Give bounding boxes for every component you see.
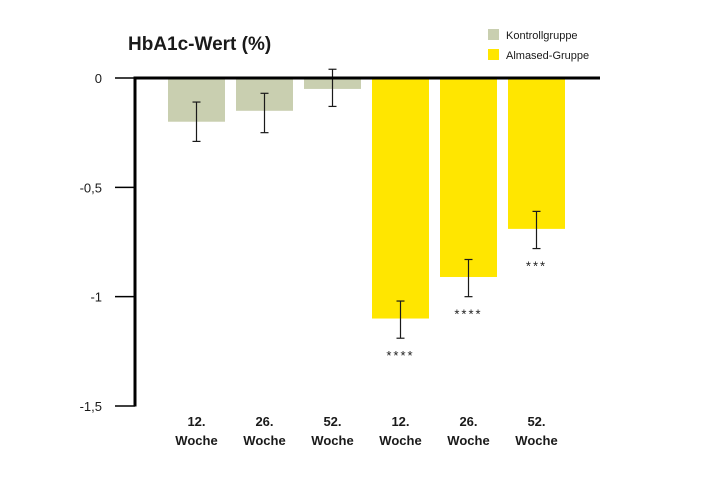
chart-legend: Kontrollgruppe Almased-Gruppe bbox=[488, 29, 589, 62]
x-tick-label-2-line1: 26. bbox=[255, 414, 273, 429]
y-tick-label-1: 0 bbox=[95, 71, 102, 86]
x-tick-label-3-line1: 52. bbox=[323, 414, 341, 429]
legend-swatch-2 bbox=[488, 49, 499, 60]
bar-4 bbox=[372, 78, 429, 319]
x-tick-label-1-line1: 12. bbox=[187, 414, 205, 429]
significance-label-4: **** bbox=[386, 348, 414, 363]
chart-title: HbA1c-Wert (%) bbox=[128, 34, 271, 55]
x-tick-label-5-line1: 26. bbox=[459, 414, 477, 429]
significance-label-6: *** bbox=[526, 259, 547, 274]
bar-6 bbox=[508, 78, 565, 229]
x-tick-label-2-line2: Woche bbox=[243, 433, 285, 448]
x-tick-label-6-line2: Woche bbox=[515, 433, 557, 448]
x-tick-label-4-line1: 12. bbox=[391, 414, 409, 429]
significance-label-5: **** bbox=[454, 307, 482, 322]
y-tick-label-2: -0,5 bbox=[80, 180, 102, 195]
x-tick-label-3-line2: Woche bbox=[311, 433, 353, 448]
x-tick-label-1-line2: Woche bbox=[175, 433, 217, 448]
legend-swatch-1 bbox=[488, 29, 499, 40]
labels-group: 12.Woche26.Woche52.Woche****12.Woche****… bbox=[175, 259, 557, 448]
y-tick-label-3: -1 bbox=[90, 290, 102, 305]
legend-label-1: Kontrollgruppe bbox=[506, 30, 578, 42]
y-tick-label-4: -1,5 bbox=[80, 399, 102, 414]
x-tick-label-4-line2: Woche bbox=[379, 433, 421, 448]
x-tick-label-5-line2: Woche bbox=[447, 433, 489, 448]
bar-5 bbox=[440, 78, 497, 277]
axes-group: 0 -0,5 -1 -1,5 bbox=[80, 71, 600, 414]
legend-label-2: Almased-Gruppe bbox=[506, 50, 589, 62]
x-tick-label-6-line1: 52. bbox=[527, 414, 545, 429]
bars-group bbox=[168, 68, 565, 339]
